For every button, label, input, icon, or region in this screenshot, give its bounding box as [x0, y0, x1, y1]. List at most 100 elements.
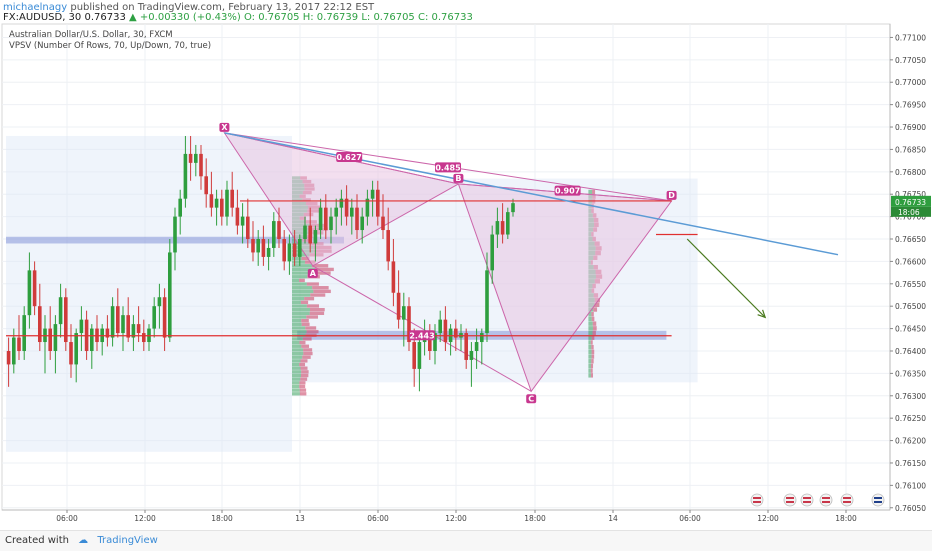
volume-profile-bar	[292, 289, 314, 294]
x-tick-label: 06:00	[56, 514, 78, 523]
us-flag-icon[interactable]	[783, 493, 797, 507]
created-with-label: Created with	[5, 535, 69, 546]
pattern-point-marker	[666, 190, 677, 200]
volume-profile-bar	[592, 326, 597, 331]
volume-profile-bar	[594, 302, 600, 308]
candle-body	[329, 216, 333, 231]
volume-profile-bar	[292, 297, 305, 301]
countdown-tag	[891, 206, 931, 217]
pattern-ratio-marker	[435, 162, 461, 173]
volume-profile-bar	[590, 363, 594, 369]
price-chart[interactable]: X A B C D 0.627 0.485 0.907 2.443 0.77100 0.77050…	[0, 22, 932, 528]
pattern-point-marker	[307, 268, 318, 278]
volume-profile-bar	[592, 321, 597, 326]
candle-body	[204, 176, 208, 195]
volume-profile-bar	[592, 189, 596, 195]
candle-body	[287, 243, 292, 262]
candle-body	[168, 252, 172, 338]
candle-body	[506, 212, 510, 235]
chart-area[interactable]: X A B C D 0.627 0.485 0.907 2.443 0.77100 0.77050…	[0, 22, 932, 528]
volume-profile-bar	[292, 329, 307, 334]
trend-line[interactable]	[224, 132, 839, 256]
candle-body	[454, 328, 458, 338]
flag-stripe	[874, 497, 882, 499]
volume-profile-bar	[299, 392, 307, 396]
symbol-label: FX:AUDUSD, 30	[3, 12, 82, 23]
pattern-ratio-label: 2.443	[409, 331, 434, 340]
candle-body	[277, 221, 281, 240]
candle-body	[344, 198, 349, 217]
volume-profile-bar	[292, 392, 300, 396]
candle-body	[225, 189, 229, 217]
volume-profile-bar	[292, 256, 302, 261]
candle-body	[428, 333, 432, 351]
candle-body	[324, 207, 328, 231]
y-tick-label: 0.76100	[895, 481, 926, 490]
pattern-ratio-label: 0.485	[435, 163, 461, 172]
x-tick-label: 18:00	[211, 514, 233, 523]
volume-profile-bar	[292, 355, 303, 359]
volume-profile-bar	[292, 304, 307, 308]
volume-profile-bar	[292, 384, 300, 389]
candle-body	[469, 350, 474, 360]
volume-profile-bar	[313, 271, 331, 275]
volume-profile-bar	[292, 278, 300, 283]
flag-stripe	[753, 497, 761, 499]
candle-body	[235, 207, 240, 226]
candle-body	[266, 247, 271, 257]
volume-profile-bar	[590, 368, 593, 373]
volume-profile-bar	[588, 354, 592, 359]
volume-profile-bar	[312, 286, 329, 290]
candle-body	[27, 270, 32, 316]
flag-stripe	[843, 501, 851, 503]
candle-body	[209, 194, 214, 208]
us-flag-icon[interactable]	[819, 493, 833, 507]
volume-profile-bar	[311, 264, 329, 268]
volume-profile-bar	[292, 267, 316, 272]
volume-profile-bar	[292, 275, 308, 279]
last-price-tag	[891, 195, 931, 207]
volume-profile-bar	[304, 297, 315, 301]
australia-flag-icon[interactable]	[871, 493, 885, 507]
candle-body	[136, 324, 141, 334]
volume-profile-bar	[306, 304, 320, 308]
pattern-ratio-label: 0.907	[555, 187, 580, 196]
volume-profile-bar	[588, 330, 593, 336]
volume-profile-bar	[299, 362, 306, 367]
candle-body	[402, 306, 406, 320]
us-flag-icon[interactable]	[800, 493, 814, 507]
candle-body	[360, 216, 364, 231]
candle-body	[396, 292, 401, 320]
flag-stripe	[874, 501, 882, 503]
volume-profile-bar	[588, 326, 593, 331]
volume-profile-bar	[292, 344, 302, 348]
candle-body	[110, 306, 115, 338]
flag-stripe	[803, 501, 811, 503]
pattern-point-label: D	[668, 191, 675, 200]
volume-profile-bar	[292, 271, 314, 275]
volume-profile-bar	[306, 329, 319, 334]
us-flag-icon[interactable]	[840, 493, 854, 507]
flag-badge	[800, 493, 814, 507]
y-tick-label: 0.76650	[895, 235, 926, 244]
x-tick-label: 06:00	[367, 514, 389, 523]
volume-profile-bar	[588, 340, 591, 345]
y-tick-label: 0.76150	[895, 459, 926, 468]
y-tick-label: 0.76950	[895, 101, 926, 110]
tradingview-brand[interactable]: TradingView	[97, 535, 158, 546]
us-flag-icon[interactable]	[750, 493, 764, 507]
volume-profile-bar	[306, 282, 319, 286]
volume-profile-bar	[292, 340, 300, 345]
volume-profile-bar	[300, 300, 309, 305]
volume-profile-bar	[306, 315, 319, 319]
candle-body	[6, 350, 11, 365]
candle-body	[298, 239, 302, 257]
author-link[interactable]: michaelnagy	[3, 2, 68, 13]
volume-profile-bar	[591, 359, 594, 364]
volume-profile-bar	[292, 286, 313, 290]
forecast-arrow-line[interactable]	[686, 238, 766, 318]
volume-profile-bar	[310, 293, 326, 297]
y-tick-label: 0.77100	[895, 33, 926, 42]
candle-body	[38, 306, 42, 343]
candle-body	[391, 261, 396, 293]
